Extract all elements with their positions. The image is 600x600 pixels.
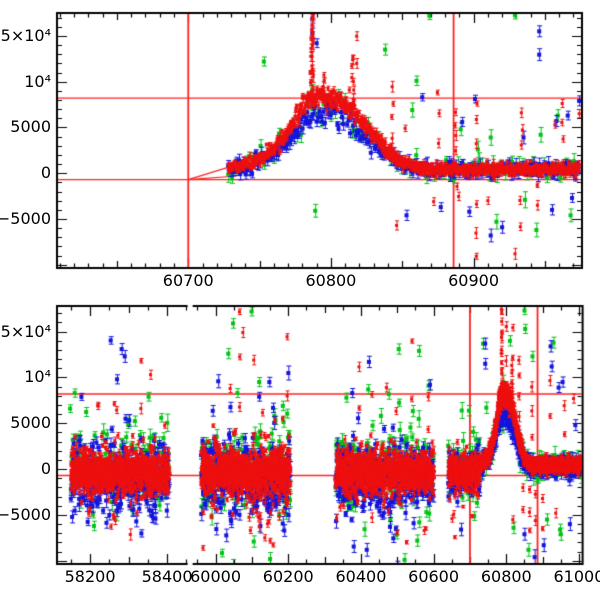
bottom-panel-plot-area[interactable] — [57, 306, 583, 564]
y-tick-label: 5000 — [10, 413, 51, 433]
x-tick-label: 61000 — [553, 567, 600, 586]
y-tick-label: 1.5×10⁴ — [0, 321, 51, 341]
x-tick-label: 60900 — [448, 271, 500, 290]
x-tick-label: 60800 — [305, 271, 357, 290]
top-panel-plot-area[interactable] — [57, 13, 582, 268]
y-tick-label: −5000 — [0, 209, 51, 228]
x-tick-label: 60600 — [408, 567, 460, 586]
y-tick-label: −5000 — [0, 504, 51, 524]
x-tick-label: 58400 — [141, 567, 193, 586]
x-tick-label: 58200 — [64, 567, 116, 586]
x-tick-label: 60000 — [190, 567, 242, 586]
y-tick-label: 0 — [40, 459, 51, 479]
y-tick-label: 0 — [40, 163, 51, 183]
y-tick-label: 10⁴ — [24, 71, 51, 91]
x-tick-label: 60700 — [162, 271, 214, 290]
x-tick-label: 60400 — [335, 567, 387, 586]
x-tick-label: 60200 — [262, 567, 314, 586]
y-tick-label: 5000 — [10, 117, 51, 137]
x-tick-label: 60800 — [480, 567, 532, 586]
y-tick-label: 10⁴ — [24, 367, 51, 387]
y-tick-label: 1.5×10⁴ — [0, 25, 51, 45]
